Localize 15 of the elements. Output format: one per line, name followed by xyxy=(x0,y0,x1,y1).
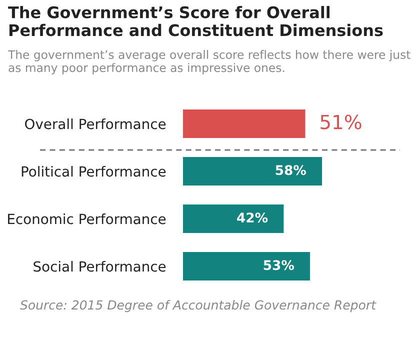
chart-title: The Government’s Score for Overall Performance and Constituent Dimensions xyxy=(8,6,383,36)
y-tick-label: Economic Performance xyxy=(8,213,166,224)
bar xyxy=(183,110,306,138)
data-label: 53% xyxy=(264,260,294,270)
data-label: 42% xyxy=(237,212,268,223)
source-note: Source: 2015 Degree of Accountable Governance Report xyxy=(20,300,376,312)
chart-subtitle: The government’s average overall score reflects how there were just as many poor performance as impressive ones. xyxy=(8,50,410,74)
bar xyxy=(183,204,284,233)
y-tick-label: Political Performance xyxy=(22,166,166,177)
bar xyxy=(183,157,322,186)
data-label: 58% xyxy=(276,165,306,176)
y-tick-label: Social Performance xyxy=(34,260,166,272)
data-label: 51% xyxy=(320,114,362,130)
y-tick-label: Overall Performance xyxy=(25,118,166,130)
bar xyxy=(183,252,310,280)
